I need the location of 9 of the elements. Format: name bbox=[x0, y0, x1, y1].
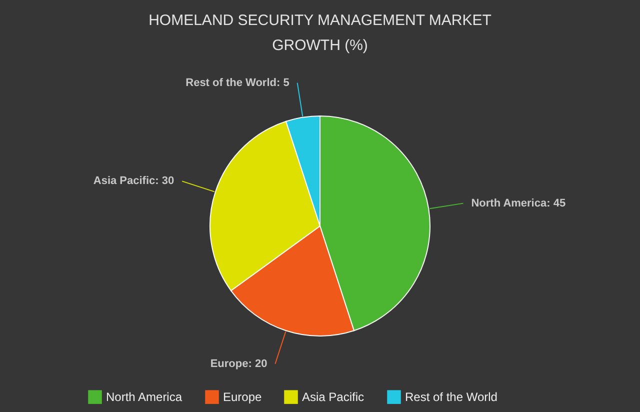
data-label: North America: 45 bbox=[471, 197, 566, 210]
data-label: Europe: 20 bbox=[210, 358, 268, 370]
legend-label: North America bbox=[106, 390, 182, 404]
chart-title: HOMELAND SECURITY MANAGEMENT MARKET GROWTH (%) bbox=[148, 12, 492, 54]
legend-label: Asia Pacific bbox=[302, 390, 364, 404]
legend-label: Europe bbox=[223, 390, 262, 404]
data-label: Rest of the World: 5 bbox=[186, 76, 290, 89]
legend-label: Rest of the World bbox=[405, 390, 498, 404]
data-label: Asia Pacific: 30 bbox=[93, 175, 174, 188]
